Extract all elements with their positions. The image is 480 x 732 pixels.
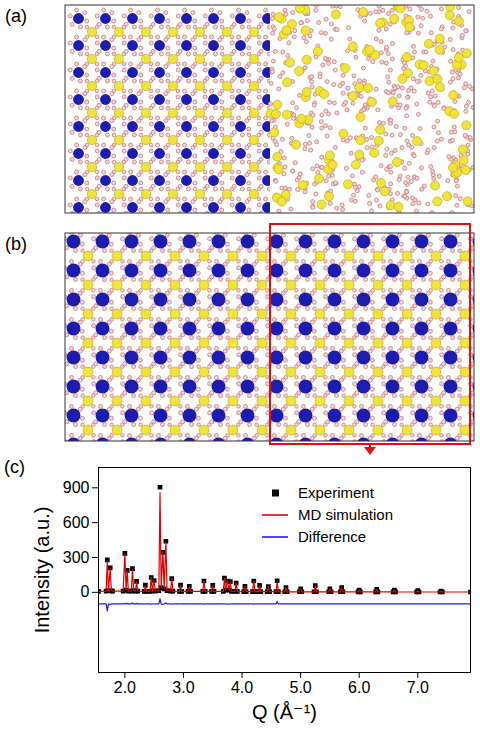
- svg-text:900: 900: [63, 479, 90, 496]
- svg-text:5.0: 5.0: [289, 679, 311, 696]
- svg-text:(a): (a): [5, 6, 27, 26]
- svg-text:Q (Å⁻¹): Q (Å⁻¹): [252, 701, 317, 723]
- svg-text:Difference: Difference: [298, 528, 366, 545]
- svg-text:0: 0: [81, 583, 90, 600]
- svg-text:2.0: 2.0: [114, 679, 136, 696]
- svg-text:Experiment: Experiment: [298, 484, 375, 501]
- svg-text:4.0: 4.0: [231, 679, 253, 696]
- svg-text:Intensity (a.u.): Intensity (a.u.): [31, 507, 53, 634]
- svg-text:300: 300: [63, 549, 90, 566]
- svg-text:(b): (b): [5, 234, 27, 254]
- svg-text:MD simulation: MD simulation: [298, 506, 393, 523]
- svg-text:7.0: 7.0: [407, 679, 429, 696]
- svg-text:6.0: 6.0: [348, 679, 370, 696]
- html-text:(c): (c): [4, 457, 25, 477]
- svg-text:3.0: 3.0: [172, 679, 194, 696]
- svg-text:600: 600: [63, 514, 90, 531]
